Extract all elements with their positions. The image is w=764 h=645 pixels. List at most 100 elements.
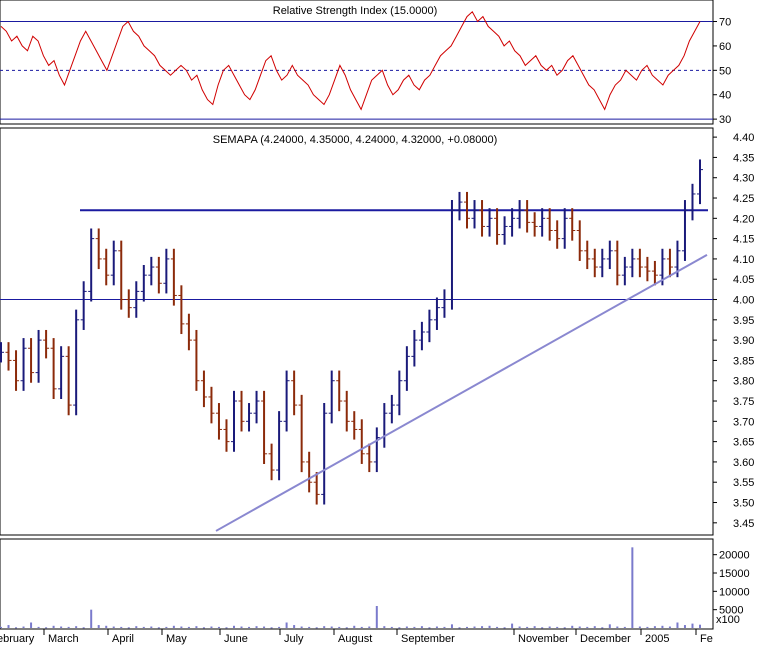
volume-bar — [112, 626, 115, 628]
volume-bar — [187, 626, 190, 628]
volume-bar — [15, 627, 18, 629]
volume-bar — [255, 626, 258, 628]
price-tick-label: 4.05 — [733, 274, 754, 286]
rsi-line — [0, 11, 701, 111]
rsi-title: Relative Strength Index (15.0000) — [273, 5, 438, 17]
volume-bar — [383, 626, 386, 628]
x-axis-label: September — [401, 633, 455, 645]
price-tick-label: 3.60 — [733, 457, 754, 469]
volume-bar — [323, 626, 326, 628]
price-bars — [0, 159, 703, 505]
x-axis-label: 2005 — [645, 633, 669, 645]
volume-bar — [646, 626, 649, 628]
volume-bar — [30, 622, 33, 628]
volume-bar — [142, 626, 145, 628]
volume-unit-label: x100 — [716, 614, 740, 626]
volume-bar — [428, 627, 431, 629]
volume-bar — [217, 626, 220, 628]
volume-bar — [150, 626, 153, 628]
volume-bar — [172, 625, 175, 628]
volume-bar — [360, 626, 363, 628]
volume-bar — [496, 626, 499, 628]
volume-bar — [195, 626, 198, 628]
volume-bar — [488, 625, 491, 628]
x-axis-label: November — [518, 633, 569, 645]
rsi-tick-label: 50 — [719, 65, 731, 77]
price-tick-label: 3.80 — [733, 376, 754, 388]
x-axis-label: ebruary — [0, 633, 35, 645]
volume-tick-label: 5000 — [719, 605, 743, 617]
volume-bar — [75, 626, 78, 628]
price-tick-label: 4.20 — [733, 213, 754, 225]
x-axis-label: August — [338, 633, 372, 645]
volume-bar — [180, 626, 183, 628]
price-tick-label: 3.50 — [733, 498, 754, 510]
volume-bar — [586, 626, 589, 628]
price-tick-label: 3.85 — [733, 355, 754, 367]
price-tick-label: 3.95 — [733, 315, 754, 327]
volume-bar — [368, 626, 371, 628]
volume-bar — [458, 627, 461, 629]
volume-bar — [127, 627, 130, 629]
volume-bar — [631, 547, 634, 628]
volume-bar — [668, 626, 671, 628]
volume-bar — [473, 626, 476, 628]
volume-bar — [526, 626, 529, 628]
price-tick-label: 3.65 — [733, 437, 754, 449]
volume-bar — [165, 626, 168, 628]
volume-bar — [661, 625, 664, 628]
volume-bar — [593, 626, 596, 628]
x-axis-label: June — [224, 633, 248, 645]
price-tick-label: 4.30 — [733, 173, 754, 185]
volume-bar — [683, 625, 686, 628]
x-axis-label: March — [48, 633, 79, 645]
volume-bar — [511, 623, 514, 628]
volume-bar — [0, 626, 2, 628]
volume-bar — [533, 626, 536, 628]
price-tick-label: 4.35 — [733, 152, 754, 164]
volume-bar — [443, 626, 446, 628]
volume-bar — [7, 625, 10, 628]
volume-bar — [240, 626, 243, 628]
price-tick-label: 3.90 — [733, 335, 754, 347]
volume-bar — [90, 609, 93, 628]
volume-bar — [67, 626, 70, 628]
x-axis-label: April — [112, 633, 134, 645]
rsi-tick-label: 60 — [719, 41, 731, 53]
volume-bar — [308, 626, 311, 628]
volume-bar — [608, 624, 611, 628]
volume-bar — [481, 626, 484, 628]
volume-bar — [345, 627, 348, 629]
volume-bar — [202, 627, 205, 629]
price-tick-label: 4.00 — [733, 295, 754, 307]
x-axis-label: Fe — [700, 633, 713, 645]
volume-bar — [450, 624, 453, 628]
volume-bar — [97, 625, 100, 628]
x-axis-label: May — [166, 633, 187, 645]
volume-bar — [135, 626, 138, 628]
volume-bar — [248, 626, 251, 628]
volume-bar — [518, 626, 521, 628]
volume-bar — [420, 626, 423, 628]
volume-bar — [270, 627, 273, 629]
rsi-tick-label: 30 — [719, 114, 731, 126]
volume-bar — [37, 626, 40, 628]
volume-bar — [541, 627, 544, 629]
volume-bar — [691, 623, 694, 628]
volume-bar — [210, 626, 213, 628]
volume-bar — [285, 622, 288, 628]
x-axis-label: December — [580, 633, 631, 645]
rsi-panel — [0, 0, 714, 125]
volume-bar — [578, 626, 581, 628]
volume-bar — [375, 606, 378, 628]
volume-tick-label: 10000 — [719, 586, 750, 598]
price-tick-label: 4.10 — [733, 254, 754, 266]
rsi-tick-label: 40 — [719, 90, 731, 102]
volume-tick-label: 15000 — [719, 568, 750, 580]
volume-bar — [315, 627, 318, 629]
volume-bar — [623, 626, 626, 628]
volume-bar — [300, 626, 303, 628]
volume-bar — [338, 626, 341, 628]
